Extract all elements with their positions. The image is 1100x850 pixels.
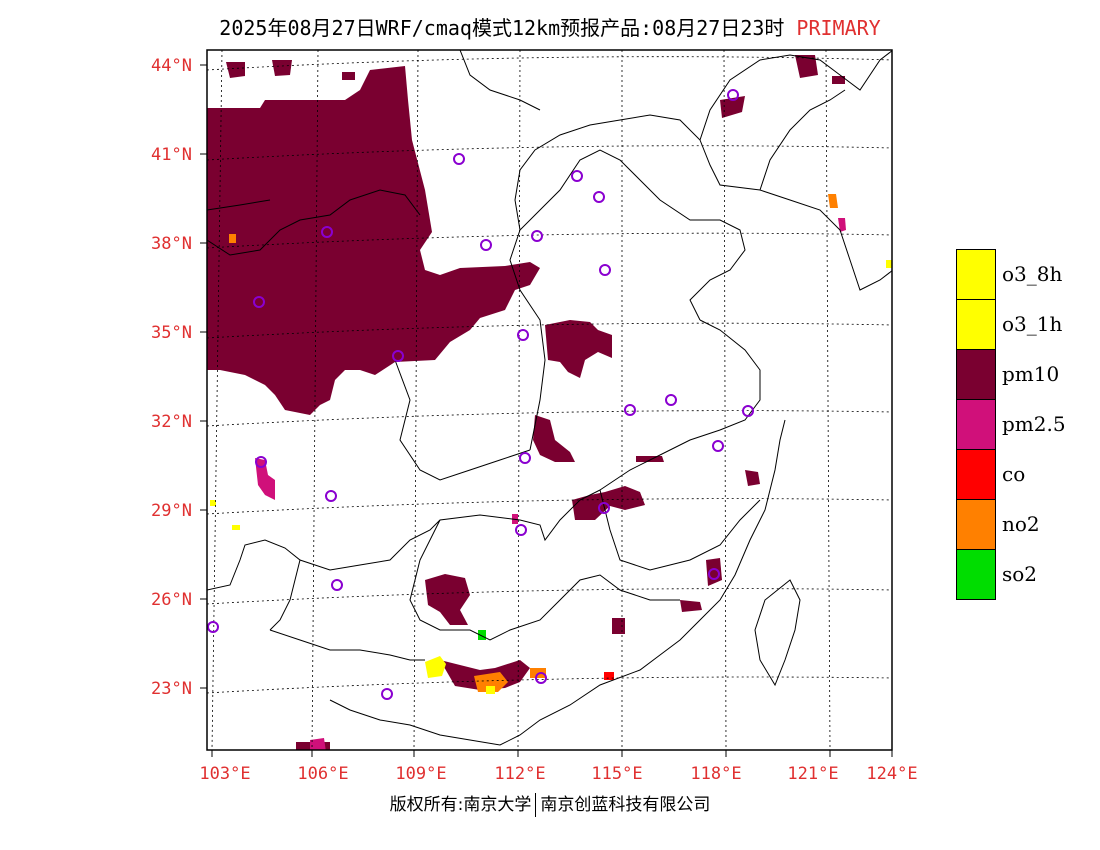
- legend-label: no2: [1002, 512, 1040, 536]
- map-title: 2025年08月27日WRF/cmaq模式12km预报产品:08月27日23时 P…: [0, 12, 1100, 41]
- lon-label-124: 124°E: [866, 764, 918, 784]
- lon-label-115: 115°E: [591, 764, 643, 784]
- pm10-region: [207, 55, 845, 750]
- legend-swatch: [956, 549, 996, 600]
- legend-label: pm10: [1002, 362, 1060, 386]
- axis-ticks: [200, 64, 893, 757]
- legend-label: co: [1002, 462, 1026, 486]
- lat-label-29: 29°N: [151, 501, 192, 521]
- title-text: 2025年08月27日WRF/cmaq模式12km预报产品:08月27日23时: [219, 16, 785, 40]
- lat-label-35: 35°N: [151, 323, 192, 343]
- no2-region: [229, 194, 838, 692]
- primary-tag: PRIMARY: [796, 16, 881, 40]
- lat-label-32: 32°N: [151, 412, 192, 432]
- lat-label-23: 23°N: [151, 679, 192, 699]
- legend-swatch: [956, 249, 996, 300]
- lon-label-106: 106°E: [297, 764, 349, 784]
- o3-region: [210, 260, 892, 694]
- map-frame: [206, 49, 893, 751]
- legend-item-co: co: [956, 449, 1100, 500]
- footer-divider: [535, 793, 537, 817]
- legend-swatch: [956, 399, 996, 450]
- legend-item-no2: no2: [956, 499, 1100, 550]
- legend-item-pm25: pm2.5: [956, 399, 1100, 450]
- lat-label-41: 41°N: [151, 145, 192, 165]
- lon-label-118: 118°E: [690, 764, 742, 784]
- legend-item-o3-8h: o3_8h: [956, 249, 1100, 300]
- legend-label: o3_8h: [1002, 262, 1063, 286]
- legend-label: o3_1h: [1002, 312, 1063, 336]
- legend-item-o3-1h: o3_1h: [956, 299, 1100, 350]
- legend-swatch: [956, 449, 996, 500]
- lon-label-121: 121°E: [787, 764, 839, 784]
- legend-swatch: [956, 499, 996, 550]
- copyright-footer: 版权所有:南京大学 南京创蓝科技有限公司: [0, 790, 1100, 817]
- legend-item-so2: so2: [956, 549, 1100, 600]
- boundary-lines: [207, 50, 892, 746]
- map-content: [207, 50, 892, 750]
- station-markers: [207, 89, 754, 700]
- copyright-owner: 版权所有:南京大学: [389, 795, 532, 815]
- lon-label-103: 103°E: [199, 764, 251, 784]
- copyright-company: 南京创蓝科技有限公司: [540, 795, 711, 815]
- lon-label-112: 112°E: [494, 764, 546, 784]
- lat-label-26: 26°N: [151, 590, 192, 610]
- co-region: [604, 672, 614, 680]
- lon-label-109: 109°E: [395, 764, 447, 784]
- lat-label-44: 44°N: [151, 56, 192, 76]
- pm25-region: [255, 218, 846, 750]
- graticule: [207, 50, 892, 750]
- legend-label: so2: [1002, 562, 1038, 586]
- legend-label: pm2.5: [1002, 412, 1066, 436]
- lat-label-38: 38°N: [151, 234, 192, 254]
- legend-swatch: [956, 349, 996, 400]
- legend-swatch: [956, 299, 996, 350]
- legend-item-pm10: pm10: [956, 349, 1100, 400]
